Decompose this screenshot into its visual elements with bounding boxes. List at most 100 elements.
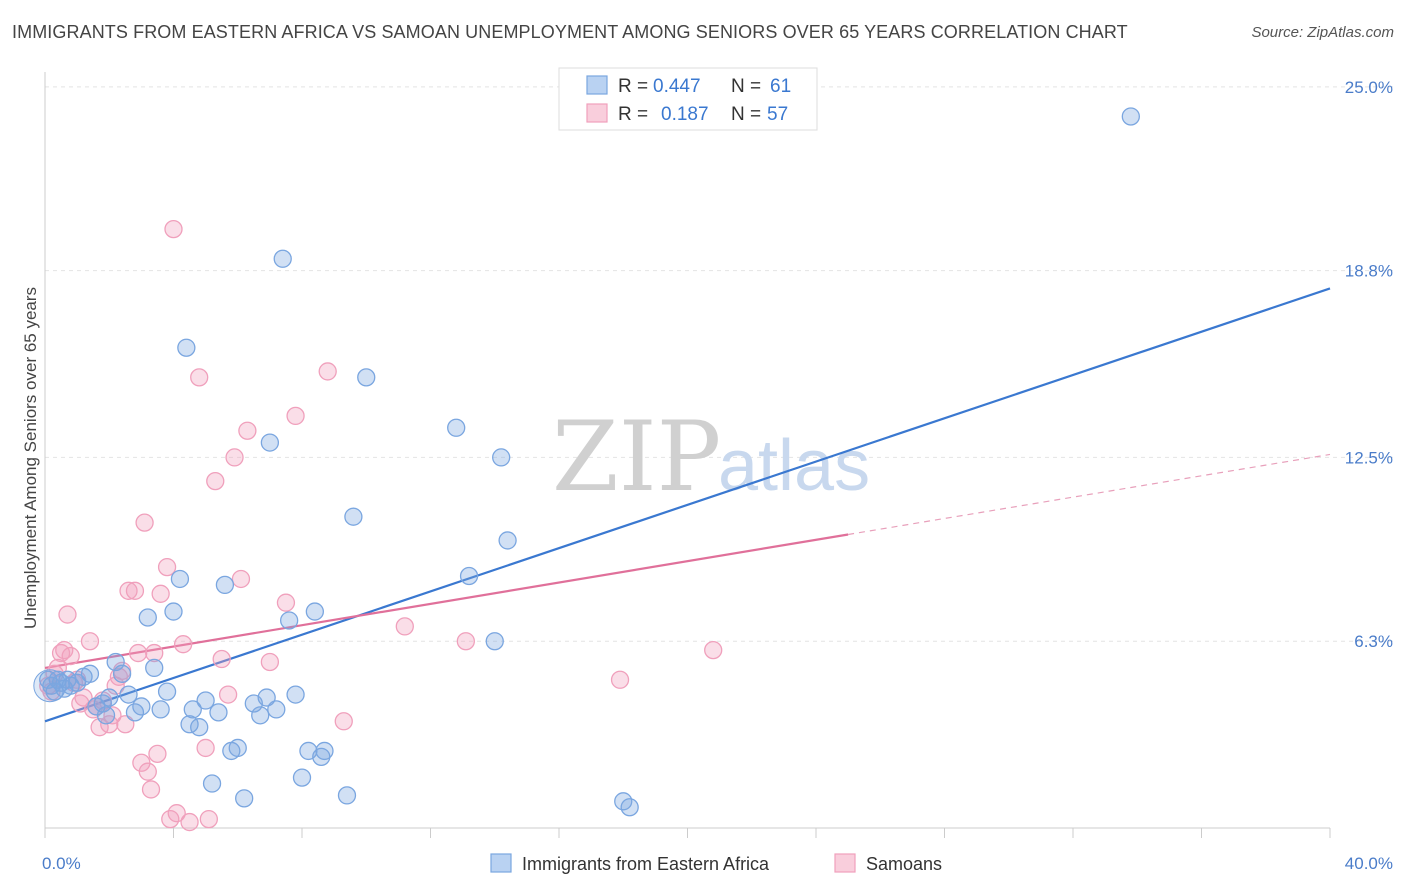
- point-samoans-40: [196, 738, 215, 758]
- point-eastern-africa-50: [344, 507, 363, 526]
- legend-swatch-blue: [586, 75, 608, 95]
- point-samoans-48: [260, 652, 280, 672]
- y-tick-label-0: 6.3%: [1354, 632, 1393, 651]
- point-eastern-africa-28: [190, 718, 209, 737]
- point-eastern-africa-51: [357, 368, 376, 387]
- point-eastern-africa-18: [132, 697, 151, 716]
- x-tick-labels: 0.0% 40.0%: [42, 854, 1393, 873]
- point-samoans-45: [225, 448, 244, 467]
- point-eastern-africa-20: [145, 658, 164, 678]
- trend-lines: [44, 287, 1331, 723]
- point-eastern-africa-15: [112, 664, 132, 683]
- point-samoans-23: [119, 581, 138, 600]
- point-eastern-africa-19: [138, 608, 157, 627]
- point-eastern-africa-53: [459, 566, 479, 586]
- bottom-legend: Immigrants from Eastern Africa Samoans: [490, 853, 942, 874]
- point-samoans-50: [286, 406, 305, 426]
- point-eastern-africa-43: [286, 685, 305, 704]
- bottom-legend-swatch-blue: [490, 853, 512, 873]
- y-tick-label-1: 12.5%: [1345, 448, 1393, 467]
- point-samoans-43: [212, 649, 231, 669]
- point-samoans-41: [199, 809, 218, 829]
- point-eastern-africa-56: [498, 531, 517, 550]
- point-eastern-africa-29: [196, 691, 215, 710]
- point-samoans-6: [58, 605, 77, 624]
- legend-swatch-pink: [586, 103, 608, 123]
- series-eastern-africa-points: [33, 107, 1140, 817]
- y-tick-label-2: 18.8%: [1345, 262, 1393, 281]
- point-samoans-35: [164, 219, 183, 239]
- point-eastern-africa-31: [209, 703, 228, 722]
- point-eastern-africa-49: [337, 786, 357, 805]
- point-samoans-54: [456, 632, 475, 651]
- point-eastern-africa-21: [151, 700, 170, 719]
- point-samoans-25: [129, 643, 148, 663]
- point-samoans-51: [318, 362, 337, 381]
- legend-n-value-2: 57: [767, 104, 788, 125]
- point-eastern-africa-52: [447, 418, 466, 437]
- point-samoans-52: [334, 712, 353, 731]
- point-eastern-africa-24: [170, 569, 190, 589]
- bottom-legend-label-2: Samoans: [866, 854, 942, 874]
- point-samoans-32: [151, 584, 170, 603]
- point-eastern-africa-23: [164, 602, 183, 621]
- point-samoans-27: [135, 513, 154, 532]
- legend-r-value-1: 0.447: [653, 76, 701, 97]
- axes: [44, 72, 1331, 838]
- point-eastern-africa-41: [273, 249, 292, 268]
- point-samoans-55: [610, 670, 630, 689]
- point-samoans-33: [157, 557, 177, 577]
- point-samoans-28: [138, 762, 157, 781]
- point-eastern-africa-42: [279, 611, 299, 630]
- point-eastern-africa-40: [267, 700, 286, 719]
- point-eastern-africa-12: [96, 706, 116, 725]
- point-eastern-africa-39: [260, 433, 280, 452]
- trend-line-samoans-extension: [848, 453, 1331, 536]
- chart-title: IMMIGRANTS FROM EASTERN AFRICA VS SAMOAN…: [12, 22, 1128, 42]
- point-samoans-53: [395, 617, 414, 636]
- legend-n-label-2: N =: [731, 104, 761, 125]
- point-eastern-africa-37: [251, 706, 270, 725]
- trend-line-eastern-africa: [44, 287, 1331, 723]
- point-eastern-africa-48: [315, 741, 334, 761]
- point-eastern-africa-54: [485, 632, 504, 651]
- legend-r-label-1: R =: [618, 76, 648, 97]
- point-eastern-africa-38: [257, 688, 276, 707]
- point-samoans-29: [141, 780, 161, 799]
- trend-line-samoans: [44, 533, 849, 669]
- y-tick-labels: 6.3% 12.5% 18.8% 25.0%: [1345, 78, 1393, 651]
- point-samoans-24: [125, 581, 145, 600]
- point-eastern-africa-58: [620, 798, 639, 817]
- point-samoans-38: [180, 812, 199, 832]
- point-eastern-africa-55: [492, 448, 511, 467]
- point-samoans-31: [148, 744, 167, 764]
- point-eastern-africa-60: [39, 670, 58, 689]
- point-samoans-30: [145, 643, 164, 663]
- point-eastern-africa-32: [215, 575, 235, 595]
- legend-r-value-2: 0.187: [661, 104, 709, 125]
- point-eastern-africa-35: [235, 789, 254, 808]
- point-eastern-africa-13: [100, 688, 119, 707]
- x-tick-label-1: 40.0%: [1345, 854, 1393, 873]
- bottom-legend-swatch-pink: [834, 853, 856, 873]
- point-samoans-46: [231, 569, 251, 589]
- point-samoans-39: [190, 368, 209, 387]
- point-eastern-africa-30: [202, 774, 222, 793]
- point-samoans-22: [116, 715, 135, 734]
- point-eastern-africa-cluster: [33, 669, 67, 703]
- source-label: Source: ZipAtlas.com: [1251, 24, 1394, 41]
- point-eastern-africa-59: [1121, 107, 1140, 126]
- watermark: ZIP atlas: [552, 401, 870, 513]
- point-eastern-africa-34: [228, 738, 247, 758]
- point-samoans-36: [167, 804, 186, 823]
- grid-lines: [45, 86, 1395, 642]
- point-eastern-africa-44: [292, 768, 312, 787]
- point-samoans-12: [80, 632, 100, 651]
- y-axis-label: Unemployment Among Seniors over 65 years: [21, 287, 40, 629]
- point-samoans-56: [704, 640, 723, 660]
- series-samoans-points: [39, 219, 723, 832]
- point-samoans-47: [238, 421, 257, 440]
- legend-n-label-1: N =: [731, 76, 761, 97]
- y-tick-label-3: 25.0%: [1345, 78, 1393, 97]
